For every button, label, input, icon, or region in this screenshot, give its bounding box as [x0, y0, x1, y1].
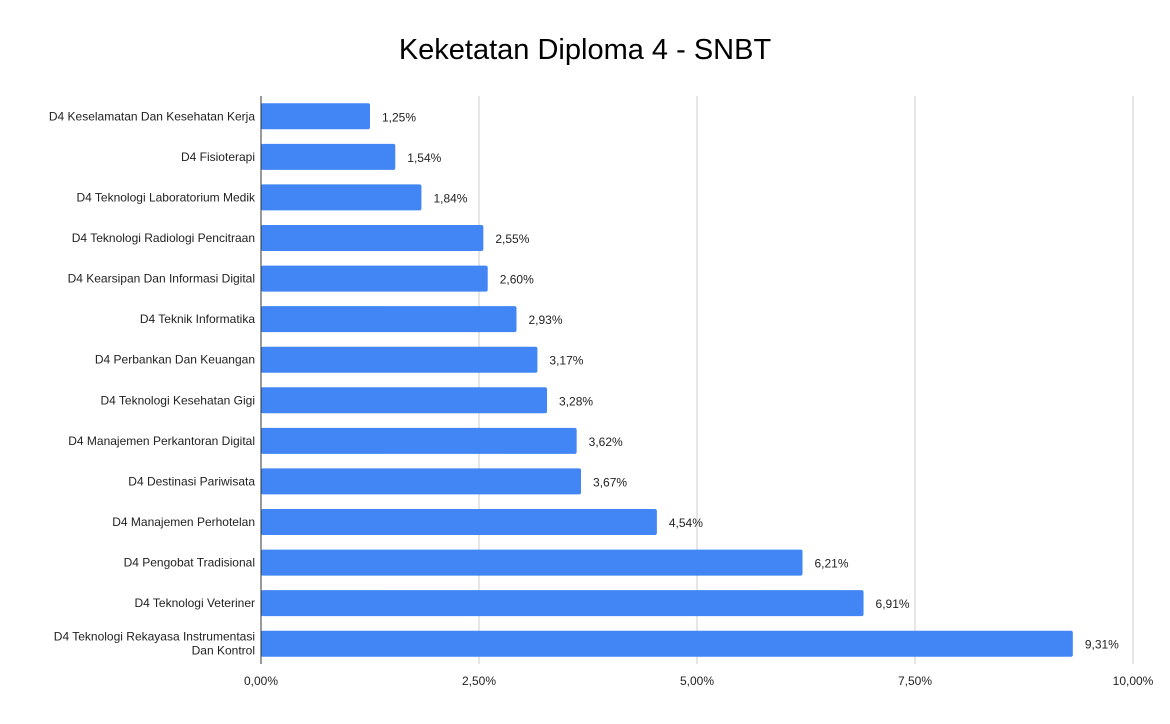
category-label: D4 Destinasi Pariwisata	[128, 474, 255, 488]
category-label: D4 Kearsipan Dan Informasi Digital	[68, 272, 255, 286]
category-label: D4 Teknologi Laboratorium Medik	[76, 190, 256, 204]
category-label: D4 Keselamatan Dan Kesehatan Kerja	[49, 109, 255, 123]
x-tick-label: 5,00%	[680, 674, 714, 688]
bar	[261, 468, 582, 495]
category-label: D4 Teknologi Kesehatan Gigi	[100, 393, 255, 407]
category-label: D4 Perbankan Dan Keuangan	[95, 353, 255, 367]
bar	[261, 427, 577, 454]
bar	[261, 306, 517, 333]
bar	[261, 346, 538, 373]
chart-title: Keketatan Diploma 4 - SNBT	[398, 34, 772, 66]
data-label: 1,54%	[407, 151, 441, 165]
data-label: 1,84%	[433, 191, 467, 205]
data-label: 3,62%	[589, 435, 623, 449]
bar	[261, 387, 548, 414]
data-label: 3,28%	[559, 394, 593, 408]
x-tick-label: 10,00%	[1113, 674, 1154, 688]
bar	[261, 630, 1073, 657]
data-label: 3,67%	[593, 475, 627, 489]
data-label: 6,91%	[876, 597, 910, 611]
bar	[261, 590, 864, 617]
x-tick-label: 7,50%	[898, 674, 932, 688]
bar	[261, 225, 484, 251]
bar	[261, 103, 370, 130]
bar	[261, 143, 396, 170]
category-label: D4 Teknologi Radiologi Pencitraan	[72, 231, 255, 245]
data-label: 2,55%	[495, 232, 529, 246]
x-tick-label: 2,50%	[462, 674, 496, 688]
category-label: D4 Manajemen Perhotelan	[112, 515, 255, 529]
data-label: 2,93%	[528, 313, 562, 327]
category-label: D4 Teknologi Rekayasa Instrumentasi Dan K…	[54, 630, 255, 658]
data-label: 6,21%	[815, 557, 849, 571]
data-label: 9,31%	[1085, 638, 1119, 652]
category-label: D4 Pengobat Tradisional	[124, 556, 255, 570]
data-label: 4,54%	[669, 516, 703, 530]
category-label: D4 Teknologi Veteriner	[134, 596, 255, 610]
bar	[261, 549, 803, 576]
data-label: 1,25%	[382, 110, 416, 124]
category-label: D4 Fisioterapi	[181, 150, 255, 164]
x-tick-label: 0,00%	[244, 674, 278, 688]
bar	[261, 265, 488, 292]
data-label: 3,17%	[549, 354, 583, 368]
category-label: D4 Manajemen Perkantoran Digital	[68, 434, 255, 448]
data-label: 2,60%	[500, 273, 534, 287]
bar	[261, 184, 422, 211]
category-label: D4 Teknik Informatika	[140, 312, 255, 326]
bar	[261, 509, 657, 535]
